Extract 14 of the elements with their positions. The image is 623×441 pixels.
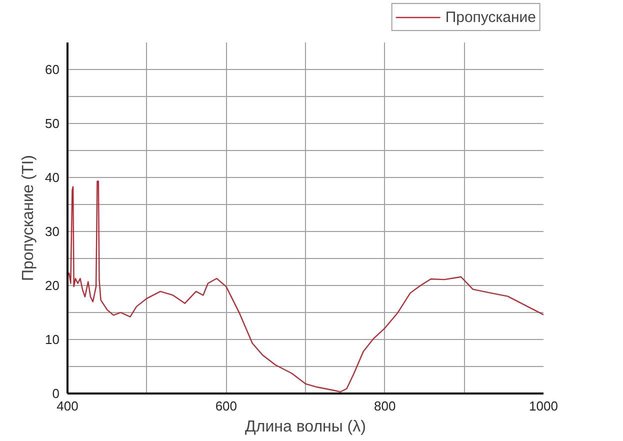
y-tick-label: 50 xyxy=(45,116,60,131)
legend-label: Пропускание xyxy=(445,8,536,26)
y-tick-label: 20 xyxy=(45,278,60,293)
x-axis-title: Длина волны (λ) xyxy=(245,418,366,436)
x-tick-label: 1000 xyxy=(529,398,558,414)
y-axis-title: Пропускание (TI) xyxy=(20,154,38,282)
y-tick-label: 60 xyxy=(45,62,60,77)
y-tick-label: 40 xyxy=(45,170,60,185)
y-tick-label: 10 xyxy=(45,332,60,347)
y-tick-label: 30 xyxy=(45,224,60,239)
x-tick-label: 800 xyxy=(374,398,396,414)
x-tick-label: 400 xyxy=(56,398,78,414)
y-tick-label: 0 xyxy=(52,386,60,401)
x-tick-label: 600 xyxy=(215,398,238,414)
